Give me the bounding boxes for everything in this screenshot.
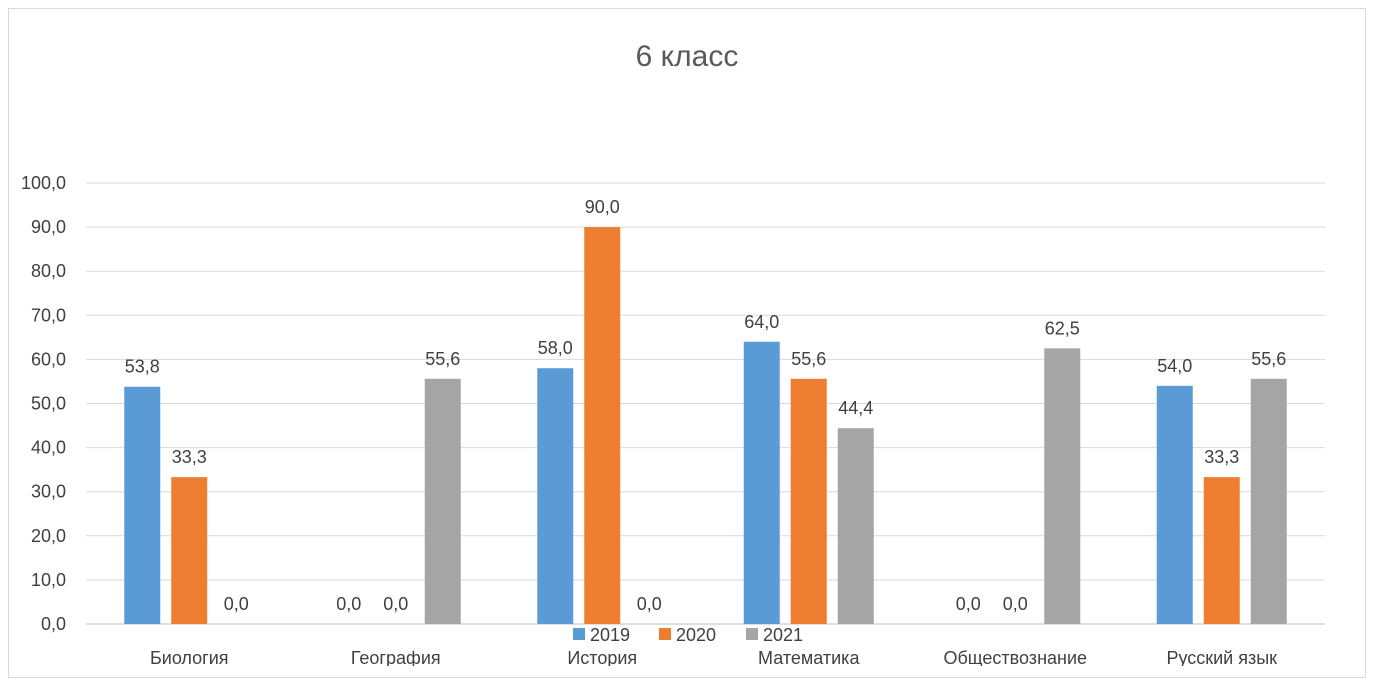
chart-area bbox=[8, 8, 1366, 678]
y-tick-label: 70,0 bbox=[31, 305, 66, 325]
y-tick-label: 90,0 bbox=[31, 217, 66, 237]
legend: 2019 2020 2021 bbox=[573, 625, 803, 645]
chart-title: 6 класс bbox=[636, 40, 739, 73]
data-label: 55,6 bbox=[425, 349, 460, 369]
bar-2020 bbox=[584, 227, 621, 624]
x-tick-label: Русский язык bbox=[1166, 648, 1277, 666]
x-axis: Биология География История Математика Общест… bbox=[150, 648, 1277, 666]
x-tick-label: Биология bbox=[150, 648, 229, 666]
bar-2019 bbox=[743, 341, 780, 624]
bar-2020 bbox=[1203, 477, 1240, 624]
bar-2021 bbox=[1044, 348, 1081, 624]
y-tick-label: 80,0 bbox=[31, 261, 66, 281]
bar-2020 bbox=[790, 378, 827, 624]
legend-label: 2020 bbox=[676, 625, 716, 645]
data-label: 0,0 bbox=[224, 594, 249, 614]
data-label: 62,5 bbox=[1045, 318, 1080, 338]
gridlines bbox=[86, 182, 1325, 625]
data-label: 0,0 bbox=[956, 594, 981, 614]
bar-2019 bbox=[1156, 385, 1193, 624]
legend-label: 2019 bbox=[590, 625, 630, 645]
data-label: 53,8 bbox=[125, 357, 160, 377]
bar-2021 bbox=[837, 428, 874, 624]
data-label: 55,6 bbox=[791, 349, 826, 369]
data-label: 33,3 bbox=[172, 447, 207, 467]
data-label: 0,0 bbox=[336, 594, 361, 614]
bar-2019 bbox=[124, 386, 161, 624]
data-label: 64,0 bbox=[744, 312, 779, 332]
legend-swatch bbox=[659, 628, 671, 640]
y-tick-label: 0,0 bbox=[41, 614, 66, 634]
data-label: 0,0 bbox=[637, 594, 662, 614]
y-tick-label: 30,0 bbox=[31, 482, 66, 502]
legend-swatch bbox=[573, 628, 585, 640]
data-label: 54,0 bbox=[1157, 356, 1192, 376]
x-tick-label: Обществознание bbox=[943, 648, 1087, 666]
bar-2021 bbox=[1250, 378, 1287, 624]
y-tick-label: 20,0 bbox=[31, 526, 66, 546]
data-label: 0,0 bbox=[383, 594, 408, 614]
y-axis: 0,0 10,0 20,0 30,0 40,0 50,0 60,0 70,0 80,0 90,0 1… bbox=[21, 173, 66, 634]
bars bbox=[124, 227, 1287, 624]
y-tick-label: 60,0 bbox=[31, 349, 66, 369]
legend-label: 2021 bbox=[763, 625, 803, 645]
data-label: 0,0 bbox=[1003, 594, 1028, 614]
data-label: 90,0 bbox=[585, 197, 620, 217]
bar-2020 bbox=[171, 477, 208, 624]
y-tick-label: 10,0 bbox=[31, 570, 66, 590]
data-label: 55,6 bbox=[1251, 349, 1286, 369]
y-tick-label: 50,0 bbox=[31, 394, 66, 414]
data-label: 44,4 bbox=[838, 398, 873, 418]
data-label: 58,0 bbox=[538, 338, 573, 358]
x-tick-label: Математика bbox=[758, 648, 860, 666]
bar-2019 bbox=[537, 368, 574, 624]
bar-2021 bbox=[424, 378, 461, 624]
data-label: 33,3 bbox=[1204, 447, 1239, 467]
data-labels: 53,8 33,3 0,0 0,0 0,0 55,6 58,0 90,0 0,0 64,0 55,6… bbox=[125, 197, 1287, 614]
x-tick-label: История bbox=[567, 648, 637, 666]
legend-swatch bbox=[746, 628, 758, 640]
x-tick-label: География bbox=[351, 648, 441, 666]
y-tick-label: 40,0 bbox=[31, 438, 66, 458]
y-tick-label: 100,0 bbox=[21, 173, 66, 193]
